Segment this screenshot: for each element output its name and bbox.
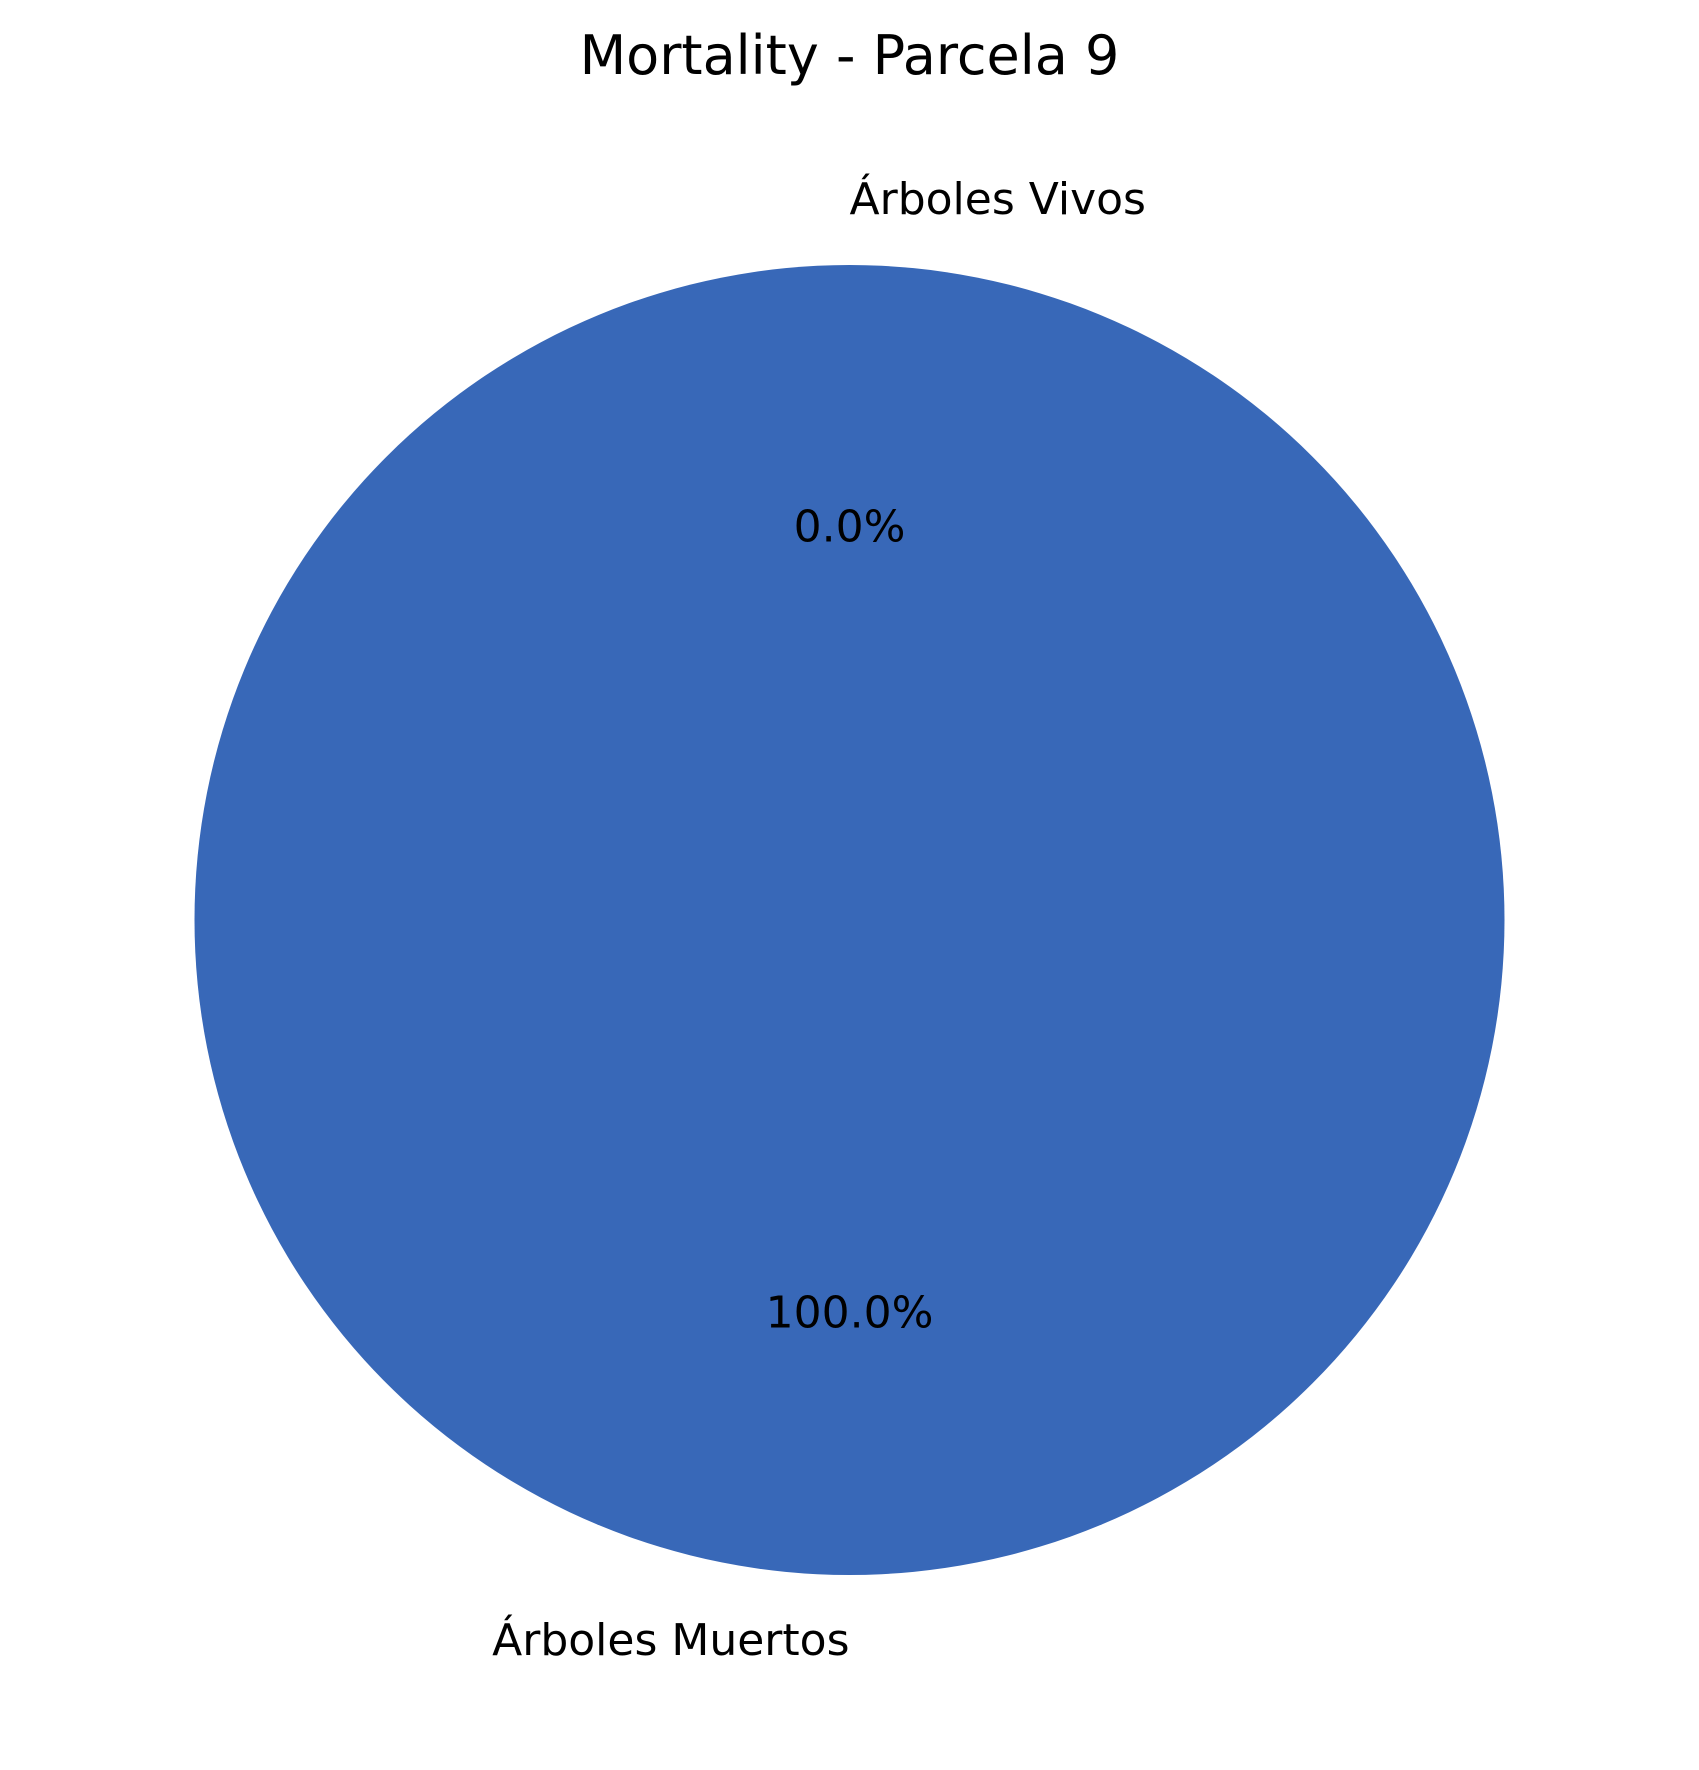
pie-slice-arboles-muertos (194, 265, 1505, 1575)
slice-category-label: Árboles Muertos (492, 1613, 849, 1666)
pie-labels: Árboles Vivos 0.0% Árboles Muertos 100.0% (492, 172, 1146, 1666)
slice-percent-label: 0.0% (794, 502, 906, 553)
slice-percent-label: 100.0% (766, 1288, 934, 1339)
pie-slices (194, 265, 1505, 1575)
slice-category-label: Árboles Vivos (850, 172, 1146, 225)
chart-title: Mortality - Parcela 9 (580, 24, 1120, 87)
